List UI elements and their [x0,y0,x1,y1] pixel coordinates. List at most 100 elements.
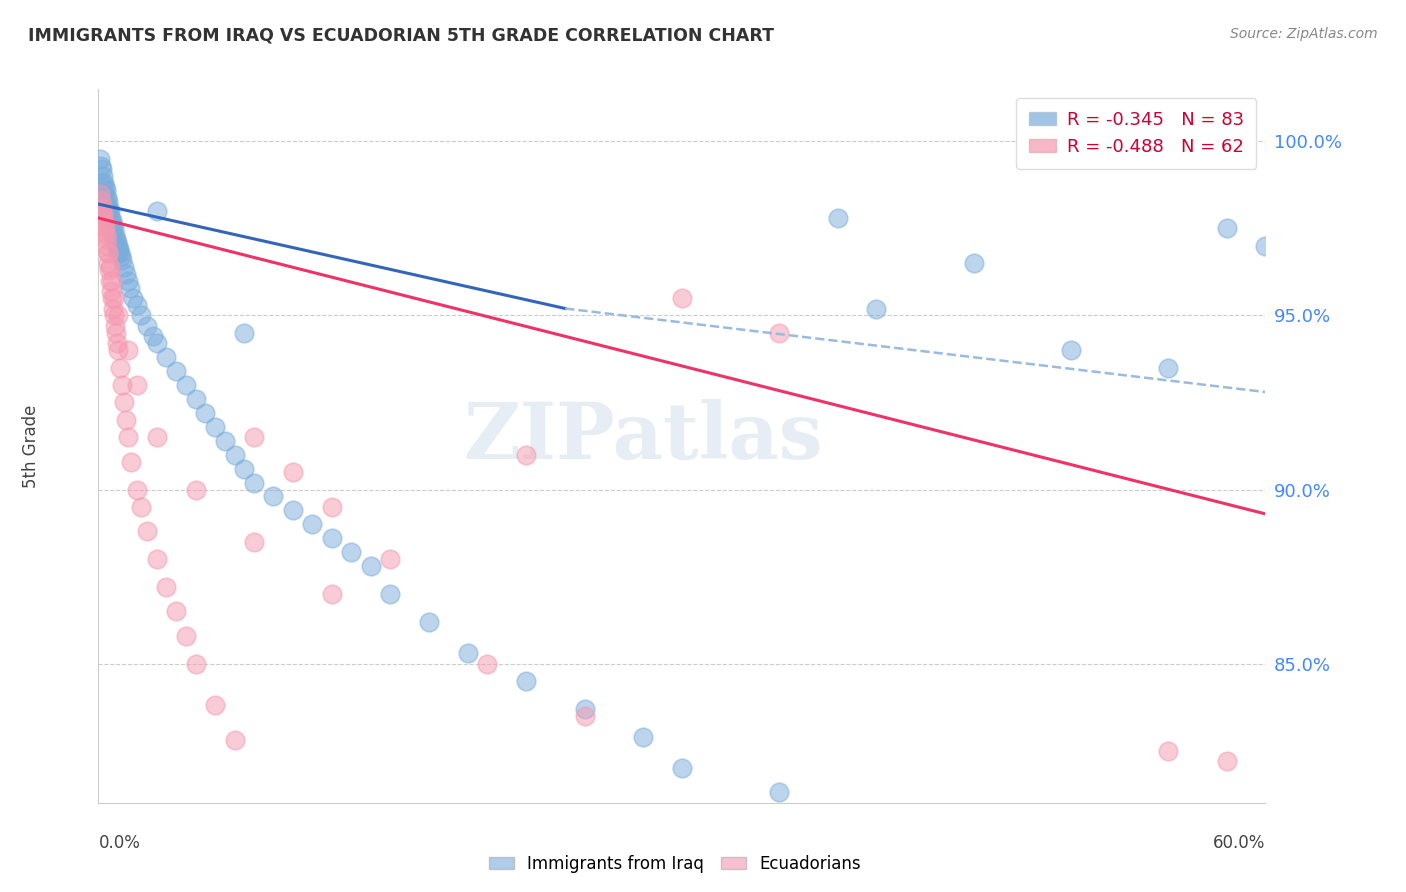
Point [94,194,117,208]
Point [91,162,114,177]
Point [515,448,537,462]
Point [114,413,136,427]
Point [360,559,382,574]
Point [108,360,131,375]
Point [204,420,226,434]
Text: 0.0%: 0.0% [98,834,141,852]
Point [243,475,266,490]
Point [111,252,134,267]
Point [89,186,111,201]
Point [108,243,131,257]
Point [93,218,115,232]
Point [671,761,693,775]
Point [1215,754,1237,768]
Point [97,194,120,208]
Point [98,274,121,288]
Point [174,378,197,392]
Point [104,239,127,253]
Point [94,179,117,194]
Point [97,204,120,219]
Point [101,214,124,228]
Point [146,430,169,444]
Point [93,225,115,239]
Point [101,274,124,288]
Point [93,176,115,190]
Point [121,455,143,469]
Point [827,211,849,225]
Point [94,221,117,235]
Point [155,350,177,364]
Point [104,232,127,246]
Point [96,194,118,208]
Point [104,228,127,243]
Text: 5th Grade: 5th Grade [22,404,39,488]
Point [146,552,169,566]
Point [233,326,256,340]
Point [98,260,121,274]
Point [321,587,343,601]
Point [340,545,363,559]
Point [101,301,124,316]
Point [98,201,121,215]
Point [107,309,129,323]
Point [101,225,124,239]
Point [101,291,124,305]
Point [962,256,984,270]
Point [90,194,112,208]
Legend: Immigrants from Iraq, Ecuadorians: Immigrants from Iraq, Ecuadorians [482,848,868,880]
Point [100,221,122,235]
Point [98,263,121,277]
Point [118,280,141,294]
Point [91,186,114,201]
Point [93,214,115,228]
Point [155,580,177,594]
Point [146,204,169,219]
Point [301,517,323,532]
Point [671,291,693,305]
Point [574,708,596,723]
Point [91,176,114,190]
Point [184,657,207,671]
Point [243,534,266,549]
Point [214,434,236,448]
Point [418,615,440,629]
Point [107,343,129,358]
Point [100,284,122,298]
Point [117,430,139,444]
Point [146,336,169,351]
Point [108,245,131,260]
Text: 60.0%: 60.0% [1213,834,1265,852]
Point [477,657,499,671]
Point [165,364,187,378]
Point [122,291,145,305]
Point [104,318,127,333]
Point [103,291,125,305]
Point [96,228,118,243]
Point [91,204,114,219]
Point [184,392,207,406]
Point [142,329,165,343]
Point [107,239,129,253]
Point [96,239,118,253]
Point [224,733,246,747]
Point [1215,221,1237,235]
Point [1157,743,1180,757]
Point [129,309,152,323]
Point [96,232,118,246]
Point [101,218,124,232]
Text: Source: ZipAtlas.com: Source: ZipAtlas.com [1230,27,1378,41]
Point [98,204,121,219]
Point [174,629,197,643]
Point [224,448,246,462]
Point [378,552,402,566]
Point [184,483,207,497]
Point [865,301,887,316]
Point [91,201,114,215]
Point [93,197,115,211]
Point [127,378,149,392]
Point [243,430,266,444]
Point [127,483,149,497]
Point [103,309,125,323]
Point [91,169,114,184]
Point [104,326,127,340]
